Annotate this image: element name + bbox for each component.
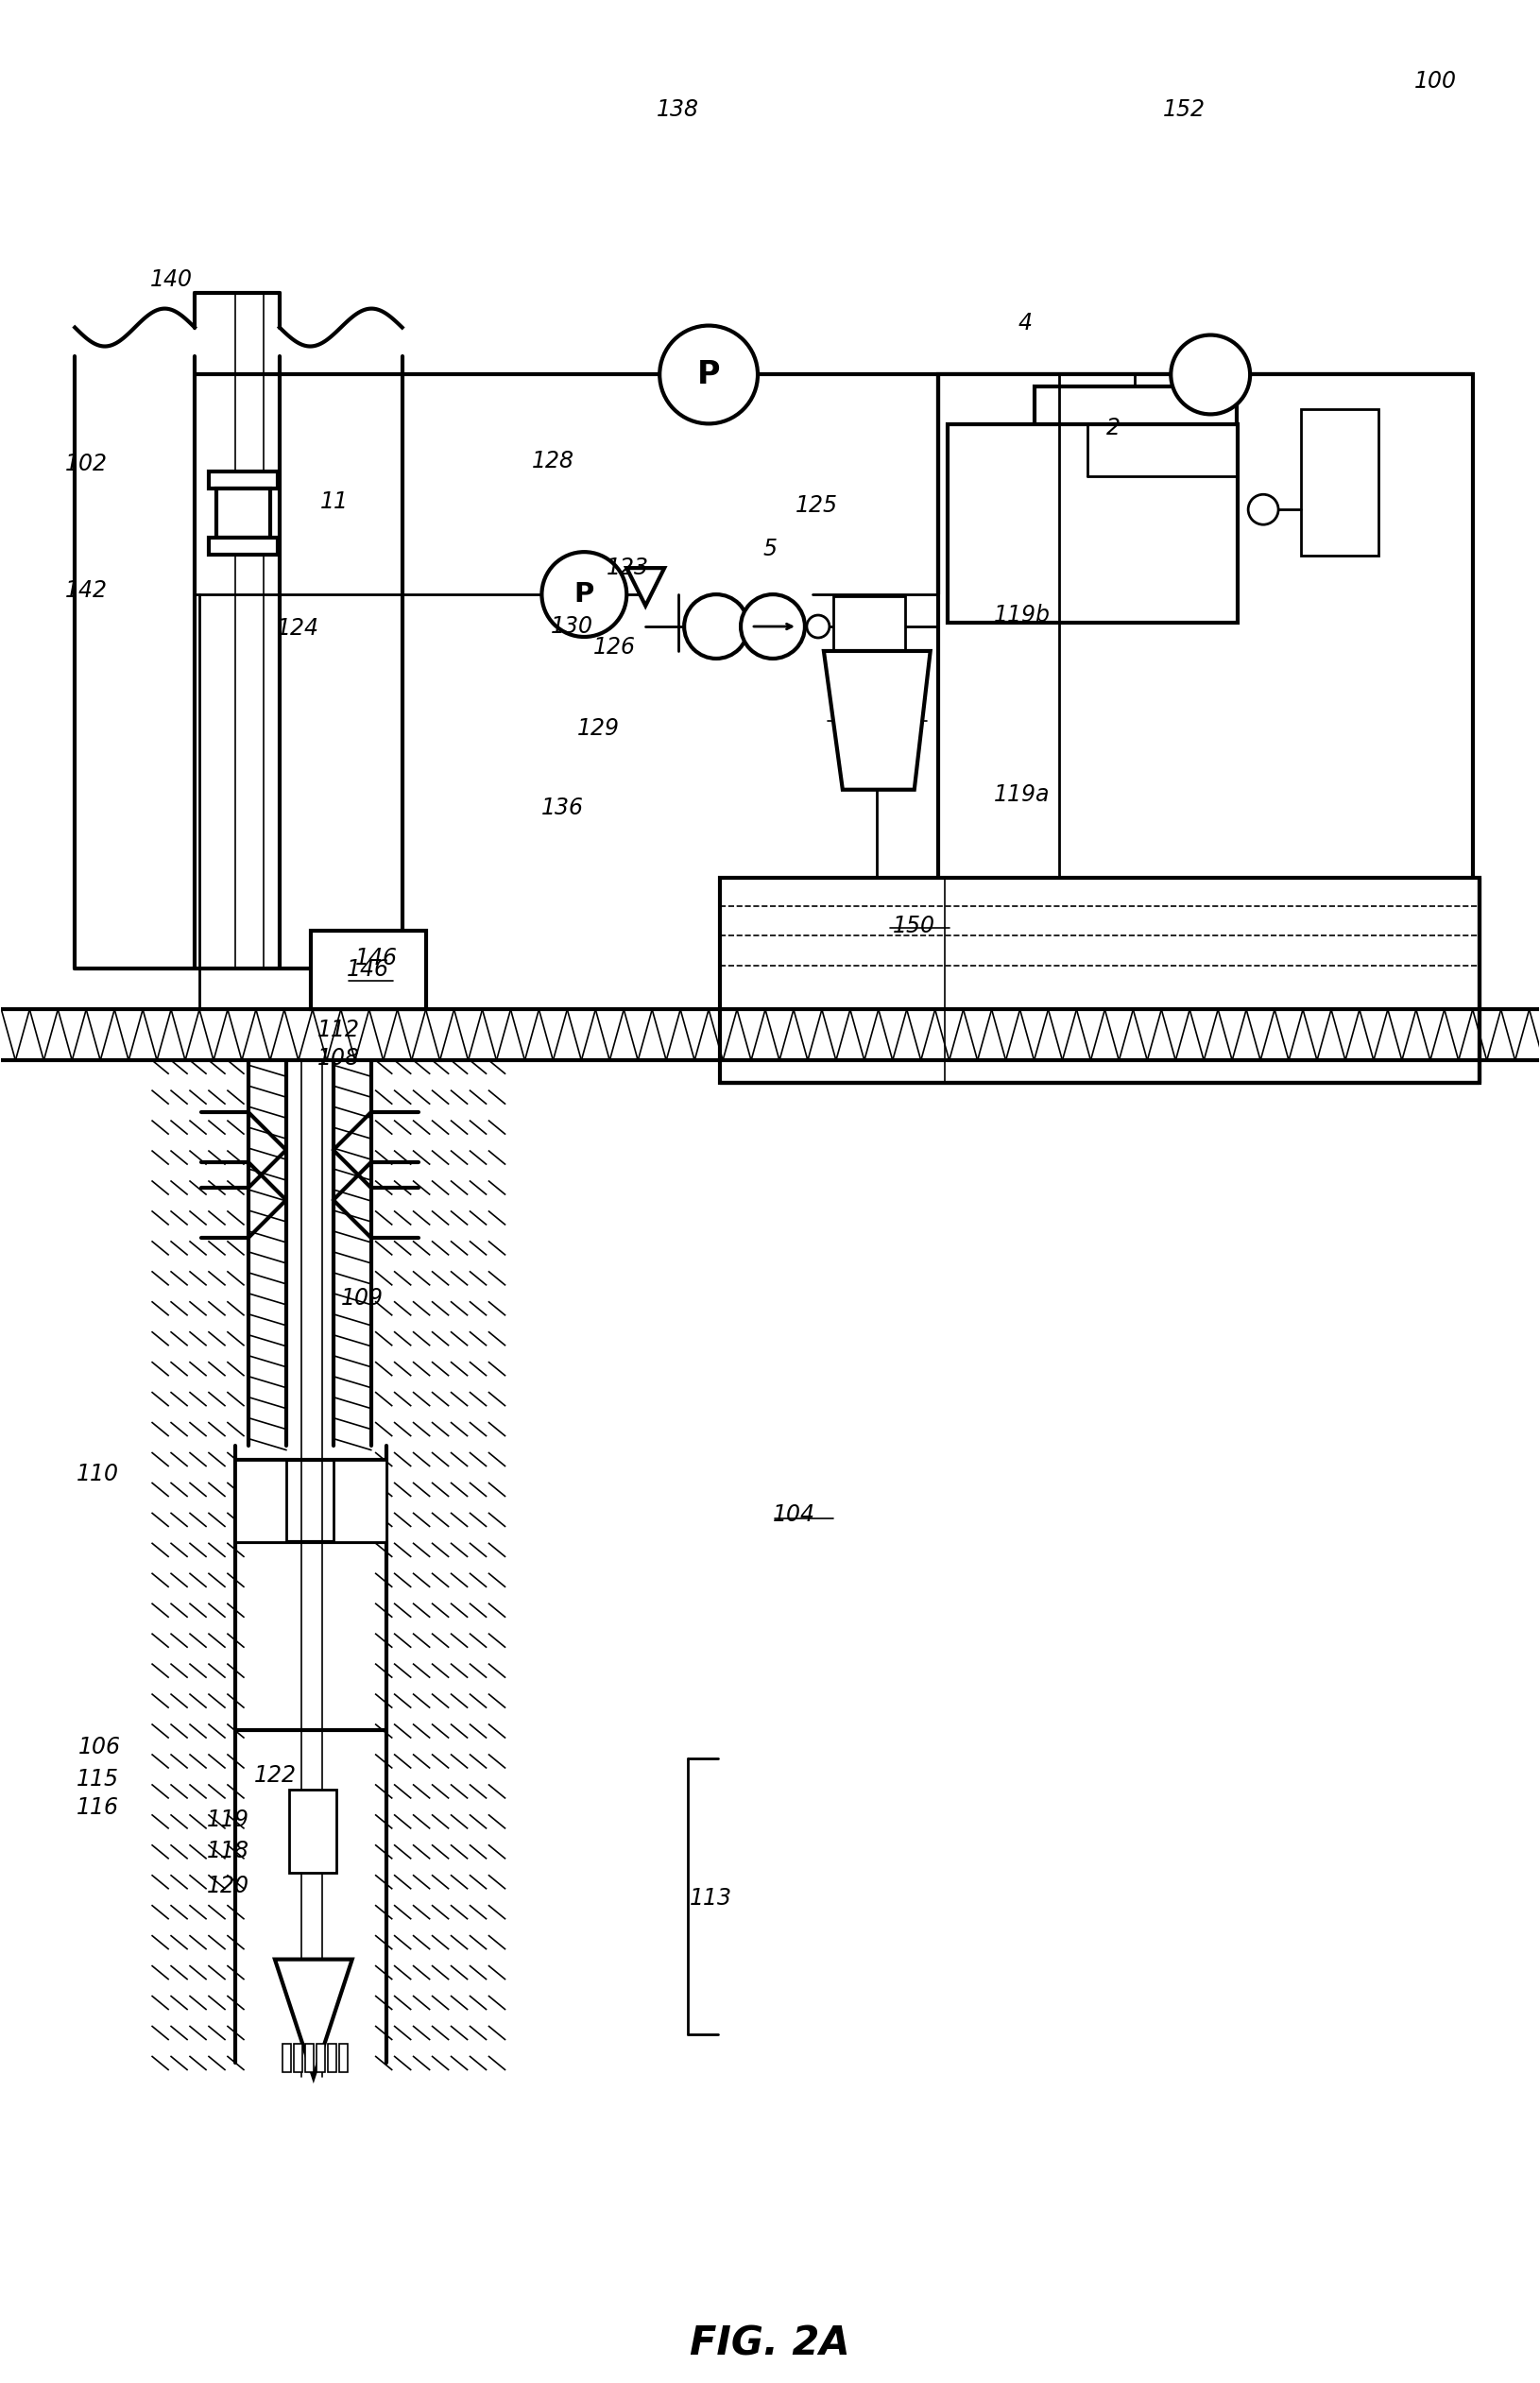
Text: 2: 2 bbox=[1107, 417, 1121, 441]
Text: 119b: 119b bbox=[993, 603, 1050, 627]
Circle shape bbox=[741, 593, 805, 658]
Text: 109: 109 bbox=[340, 1287, 383, 1308]
Text: 102: 102 bbox=[65, 453, 108, 477]
Text: 136: 136 bbox=[541, 796, 584, 820]
Text: 11: 11 bbox=[320, 491, 348, 512]
Text: 100: 100 bbox=[1414, 69, 1457, 93]
Bar bbox=[290, 1790, 336, 1873]
Text: 5: 5 bbox=[764, 539, 778, 560]
Text: 113: 113 bbox=[690, 1887, 733, 1909]
Text: 140: 140 bbox=[151, 267, 192, 291]
Text: 146: 146 bbox=[346, 958, 390, 982]
Bar bbox=[833, 596, 906, 658]
Text: 116: 116 bbox=[77, 1797, 119, 1818]
Text: 150: 150 bbox=[893, 915, 935, 939]
Text: 110: 110 bbox=[77, 1463, 119, 1485]
Polygon shape bbox=[274, 1959, 353, 2078]
Text: 152: 152 bbox=[1163, 98, 1206, 122]
Bar bbox=[947, 424, 1238, 622]
Bar bbox=[305, 2045, 314, 2073]
Bar bbox=[209, 472, 277, 489]
Text: 138: 138 bbox=[658, 98, 699, 122]
Bar bbox=[236, 1458, 286, 1542]
Text: 126: 126 bbox=[593, 636, 636, 658]
Circle shape bbox=[807, 615, 830, 639]
Text: 112: 112 bbox=[317, 1020, 360, 1041]
Bar bbox=[339, 2045, 348, 2073]
Text: 104: 104 bbox=[773, 1504, 815, 1528]
Text: 108: 108 bbox=[317, 1046, 360, 1070]
Text: 125: 125 bbox=[796, 493, 838, 517]
Bar bbox=[216, 489, 270, 539]
Bar bbox=[209, 539, 277, 555]
Text: 4: 4 bbox=[1018, 312, 1032, 334]
Bar bbox=[1033, 386, 1237, 477]
Polygon shape bbox=[824, 651, 930, 789]
Bar bbox=[328, 2045, 336, 2073]
Text: 122: 122 bbox=[254, 1763, 297, 1787]
Circle shape bbox=[684, 593, 748, 658]
Circle shape bbox=[1249, 493, 1278, 524]
Text: 123: 123 bbox=[607, 558, 650, 579]
Bar bbox=[282, 2045, 291, 2073]
Text: 115: 115 bbox=[77, 1768, 119, 1790]
Bar bbox=[294, 2045, 302, 2073]
Text: FIG. 2A: FIG. 2A bbox=[690, 2323, 850, 2364]
Text: 119: 119 bbox=[206, 1809, 249, 1830]
Text: P: P bbox=[574, 581, 594, 608]
Text: 120: 120 bbox=[206, 1875, 249, 1897]
Text: 142: 142 bbox=[65, 579, 108, 603]
Text: 130: 130 bbox=[550, 615, 593, 639]
Text: 119a: 119a bbox=[993, 784, 1050, 805]
Text: 128: 128 bbox=[531, 450, 574, 472]
Bar bbox=[311, 932, 425, 1010]
Text: P: P bbox=[698, 360, 721, 391]
Text: 106: 106 bbox=[79, 1735, 122, 1759]
Text: 146: 146 bbox=[356, 946, 397, 970]
Bar bbox=[721, 877, 1480, 1082]
Bar bbox=[1301, 410, 1378, 555]
Bar bbox=[938, 374, 1472, 917]
Circle shape bbox=[659, 326, 758, 424]
Text: 118: 118 bbox=[206, 1840, 249, 1861]
Circle shape bbox=[542, 553, 627, 636]
Polygon shape bbox=[627, 567, 664, 605]
Bar bbox=[333, 1458, 387, 1542]
Circle shape bbox=[1170, 336, 1250, 415]
Text: 124: 124 bbox=[277, 617, 319, 639]
Text: 129: 129 bbox=[576, 717, 619, 739]
Bar bbox=[316, 2045, 325, 2073]
